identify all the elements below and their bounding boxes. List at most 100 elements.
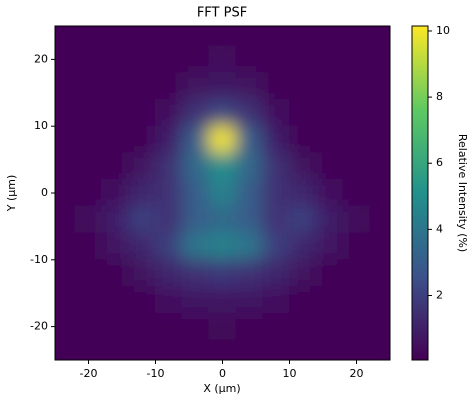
y-axis-label: Y (µm): [5, 175, 18, 213]
heatmap-cell: [181, 286, 210, 314]
heatmap-cell: [262, 232, 290, 261]
heatmap-cell: [55, 152, 76, 181]
heatmap-cell: [289, 286, 317, 314]
heatmap-cell: [55, 232, 76, 261]
heatmap-cell: [128, 98, 156, 127]
colorbar-label: Relative Intensity (%): [456, 134, 469, 252]
heatmap-cell: [315, 205, 344, 234]
heatmap-cell: [369, 26, 390, 47]
heatmap-cell: [342, 98, 371, 127]
heatmap-cell: [315, 152, 344, 181]
heatmap-cell: [55, 205, 76, 234]
heatmap-cell: [235, 259, 264, 288]
heatmap-cell: [101, 339, 130, 360]
heatmap-cells: [55, 26, 390, 360]
heatmap-cell: [369, 125, 390, 154]
heatmap-cell: [289, 45, 317, 74]
heatmap-cell: [155, 125, 183, 154]
heatmap-cell: [128, 232, 156, 261]
heatmap-cell: [235, 232, 264, 261]
heatmap-cell: [55, 286, 76, 314]
heatmap-cell: [155, 205, 183, 234]
heatmap-cell: [155, 312, 183, 341]
heatmap-cell: [289, 232, 317, 261]
heatmap-cell: [128, 312, 156, 341]
heatmap-cell: [181, 26, 210, 47]
heatmap-cell: [155, 179, 183, 207]
heatmap-cell: [55, 339, 76, 360]
heatmap-cell: [181, 232, 210, 261]
heatmap-cell: [315, 179, 344, 207]
heatmap-cell: [101, 72, 130, 100]
heatmap-cell: [208, 259, 237, 288]
heatmap-cell: [128, 45, 156, 74]
heatmap-cell: [208, 152, 237, 181]
heatmap-cell: [181, 98, 210, 127]
heatmap-cell: [235, 152, 264, 181]
y-tick-label: 20: [34, 52, 48, 65]
heatmap-cell: [55, 312, 76, 341]
heatmap-cell: [262, 98, 290, 127]
heatmap-cell: [369, 152, 390, 181]
heatmap-cell: [315, 98, 344, 127]
heatmap-cell: [181, 152, 210, 181]
heatmap-cell: [342, 26, 371, 47]
heatmap-cell: [235, 205, 264, 234]
heatmap-cell: [74, 259, 103, 288]
heatmap-cell: [235, 45, 264, 74]
heatmap-cell: [369, 45, 390, 74]
heatmap-cell: [74, 72, 103, 100]
x-tick-label: 20: [350, 367, 364, 380]
heatmap-cell: [101, 26, 130, 47]
colorbar-tick-label: 4: [436, 222, 443, 235]
heatmap-cell: [101, 152, 130, 181]
heatmap-cell: [181, 312, 210, 341]
heatmap-cell: [55, 98, 76, 127]
heatmap-cell: [235, 72, 264, 100]
heatmap-cell: [155, 26, 183, 47]
heatmap-cell: [289, 259, 317, 288]
heatmap-cell: [208, 72, 237, 100]
heatmap-cell: [155, 45, 183, 74]
heatmap-cell: [55, 72, 76, 100]
heatmap-cell: [74, 232, 103, 261]
heatmap-cell: [235, 125, 264, 154]
heatmap-cell: [208, 98, 237, 127]
heatmap-cell: [235, 26, 264, 47]
chart-title: FFT PSF: [197, 6, 247, 21]
heatmap-cell: [262, 339, 290, 360]
heatmap-cell: [101, 259, 130, 288]
heatmap-cell: [315, 45, 344, 74]
heatmap-cell: [74, 152, 103, 181]
y-tick-label: 10: [34, 119, 48, 132]
heatmap-cell: [128, 179, 156, 207]
heatmap-cell: [55, 125, 76, 154]
heatmap-cell: [262, 205, 290, 234]
heatmap-cell: [128, 72, 156, 100]
x-axis-label: X (µm): [203, 382, 240, 395]
y-tick-label: -10: [30, 253, 48, 266]
heatmap-cell: [262, 259, 290, 288]
heatmap-cell: [315, 259, 344, 288]
heatmap-cell: [262, 45, 290, 74]
heatmap-cell: [155, 259, 183, 288]
heatmap-cell: [289, 179, 317, 207]
colorbar-tick-label: 6: [436, 156, 443, 169]
heatmap-cell: [208, 26, 237, 47]
heatmap-cell: [342, 259, 371, 288]
heatmap-cell: [155, 286, 183, 314]
heatmap-cell: [74, 286, 103, 314]
heatmap-cell: [101, 125, 130, 154]
heatmap-cell: [342, 286, 371, 314]
heatmap-cell: [289, 205, 317, 234]
heatmap-cell: [155, 152, 183, 181]
x-tick-label: -10: [147, 367, 165, 380]
heatmap-cell: [342, 232, 371, 261]
heatmap-cell: [315, 72, 344, 100]
heatmap-cell: [235, 179, 264, 207]
colorbar-tick-label: 8: [436, 90, 443, 103]
plot-area: [55, 26, 390, 360]
heatmap-cell: [101, 98, 130, 127]
heatmap-cell: [369, 232, 390, 261]
heatmap-cell: [289, 312, 317, 341]
